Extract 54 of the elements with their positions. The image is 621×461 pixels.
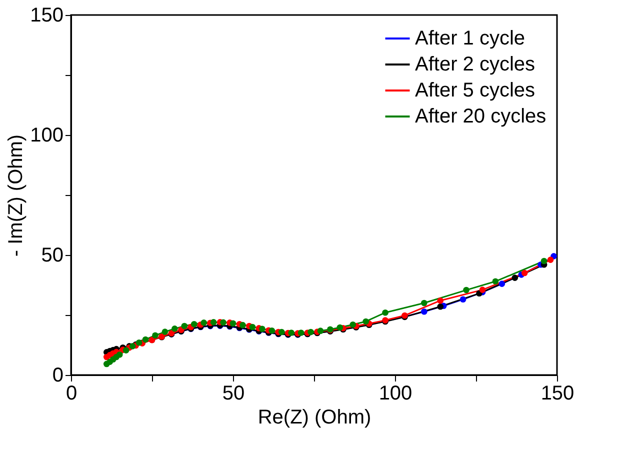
point <box>317 328 324 334</box>
point <box>288 330 294 336</box>
point <box>540 258 548 264</box>
x-tick-label: 50 <box>222 382 245 404</box>
point <box>190 320 198 328</box>
point <box>521 270 528 276</box>
point <box>200 320 207 326</box>
point <box>122 347 130 354</box>
point <box>362 318 369 325</box>
point <box>181 322 188 330</box>
y-tick-label: 50 <box>41 244 64 266</box>
x-axis-title: Re(Z) (Ohm) <box>258 406 372 428</box>
x-tick-label: 150 <box>540 382 574 404</box>
point <box>498 280 506 287</box>
point <box>162 328 168 335</box>
x-tick-label: 0 <box>66 382 78 404</box>
point <box>492 278 499 285</box>
point <box>249 324 256 330</box>
point <box>259 326 266 332</box>
point <box>421 300 428 306</box>
point <box>350 321 356 328</box>
point <box>278 328 285 336</box>
point <box>230 320 236 327</box>
point <box>240 322 246 328</box>
point <box>479 286 486 293</box>
y-tick-label: 150 <box>30 4 64 26</box>
point <box>547 256 554 263</box>
y-tick-label: 100 <box>30 124 64 146</box>
point <box>298 330 304 336</box>
point <box>463 286 470 294</box>
legend-label: After 20 cycles <box>415 106 546 128</box>
point <box>460 296 466 303</box>
point <box>512 274 518 281</box>
point <box>308 328 314 336</box>
legend-label: After 5 cycles <box>415 80 536 102</box>
point <box>136 339 142 346</box>
point <box>142 336 149 343</box>
point <box>172 326 178 332</box>
point <box>336 324 344 331</box>
point <box>437 303 444 310</box>
point <box>152 332 158 339</box>
point <box>437 297 444 304</box>
point <box>421 308 428 315</box>
legend-label: After 1 cycle <box>415 28 526 50</box>
point <box>268 327 276 334</box>
y-axis-title: - Im(Z) (Ohm) <box>5 134 28 257</box>
legend-label: After 2 cycles <box>415 54 536 76</box>
point <box>116 351 123 358</box>
point <box>382 309 388 316</box>
y-tick-label: 0 <box>52 364 64 386</box>
point <box>220 319 226 326</box>
x-tick-label: 100 <box>378 382 412 404</box>
point <box>210 319 217 326</box>
point <box>129 343 136 350</box>
